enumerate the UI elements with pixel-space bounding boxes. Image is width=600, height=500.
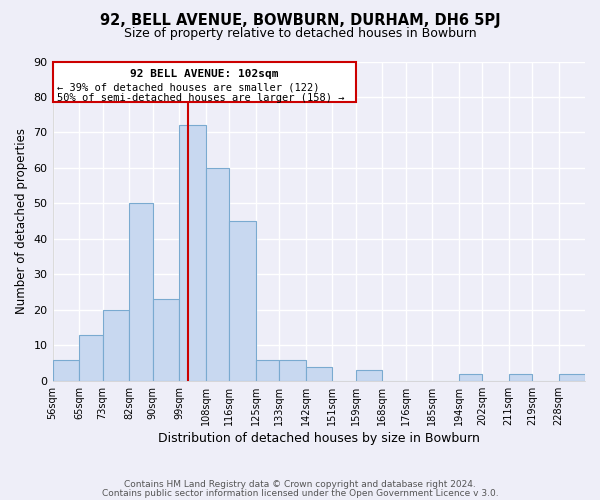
Bar (458, 374, 482, 381)
Bar (206, 168, 229, 381)
Bar (279, 360, 305, 381)
Text: 92, BELL AVENUE, BOWBURN, DURHAM, DH6 5PJ: 92, BELL AVENUE, BOWBURN, DURHAM, DH6 5P… (100, 12, 500, 28)
Bar (179, 126, 206, 381)
Text: Contains public sector information licensed under the Open Government Licence v : Contains public sector information licen… (101, 488, 499, 498)
Bar (305, 366, 332, 381)
Bar (256, 360, 279, 381)
Text: Size of property relative to detached houses in Bowburn: Size of property relative to detached ho… (124, 28, 476, 40)
Text: 92 BELL AVENUE: 102sqm: 92 BELL AVENUE: 102sqm (130, 69, 278, 79)
FancyBboxPatch shape (53, 62, 356, 102)
Text: ← 39% of detached houses are smaller (122): ← 39% of detached houses are smaller (12… (57, 82, 319, 92)
Bar (103, 310, 129, 381)
Bar (559, 374, 585, 381)
Bar (152, 299, 179, 381)
Bar (53, 360, 79, 381)
Bar (229, 221, 256, 381)
Text: Contains HM Land Registry data © Crown copyright and database right 2024.: Contains HM Land Registry data © Crown c… (124, 480, 476, 489)
Bar (356, 370, 382, 381)
Bar (509, 374, 532, 381)
Text: 50% of semi-detached houses are larger (158) →: 50% of semi-detached houses are larger (… (57, 94, 344, 104)
Bar (129, 204, 152, 381)
Y-axis label: Number of detached properties: Number of detached properties (15, 128, 28, 314)
X-axis label: Distribution of detached houses by size in Bowburn: Distribution of detached houses by size … (158, 432, 480, 445)
Bar (79, 334, 103, 381)
